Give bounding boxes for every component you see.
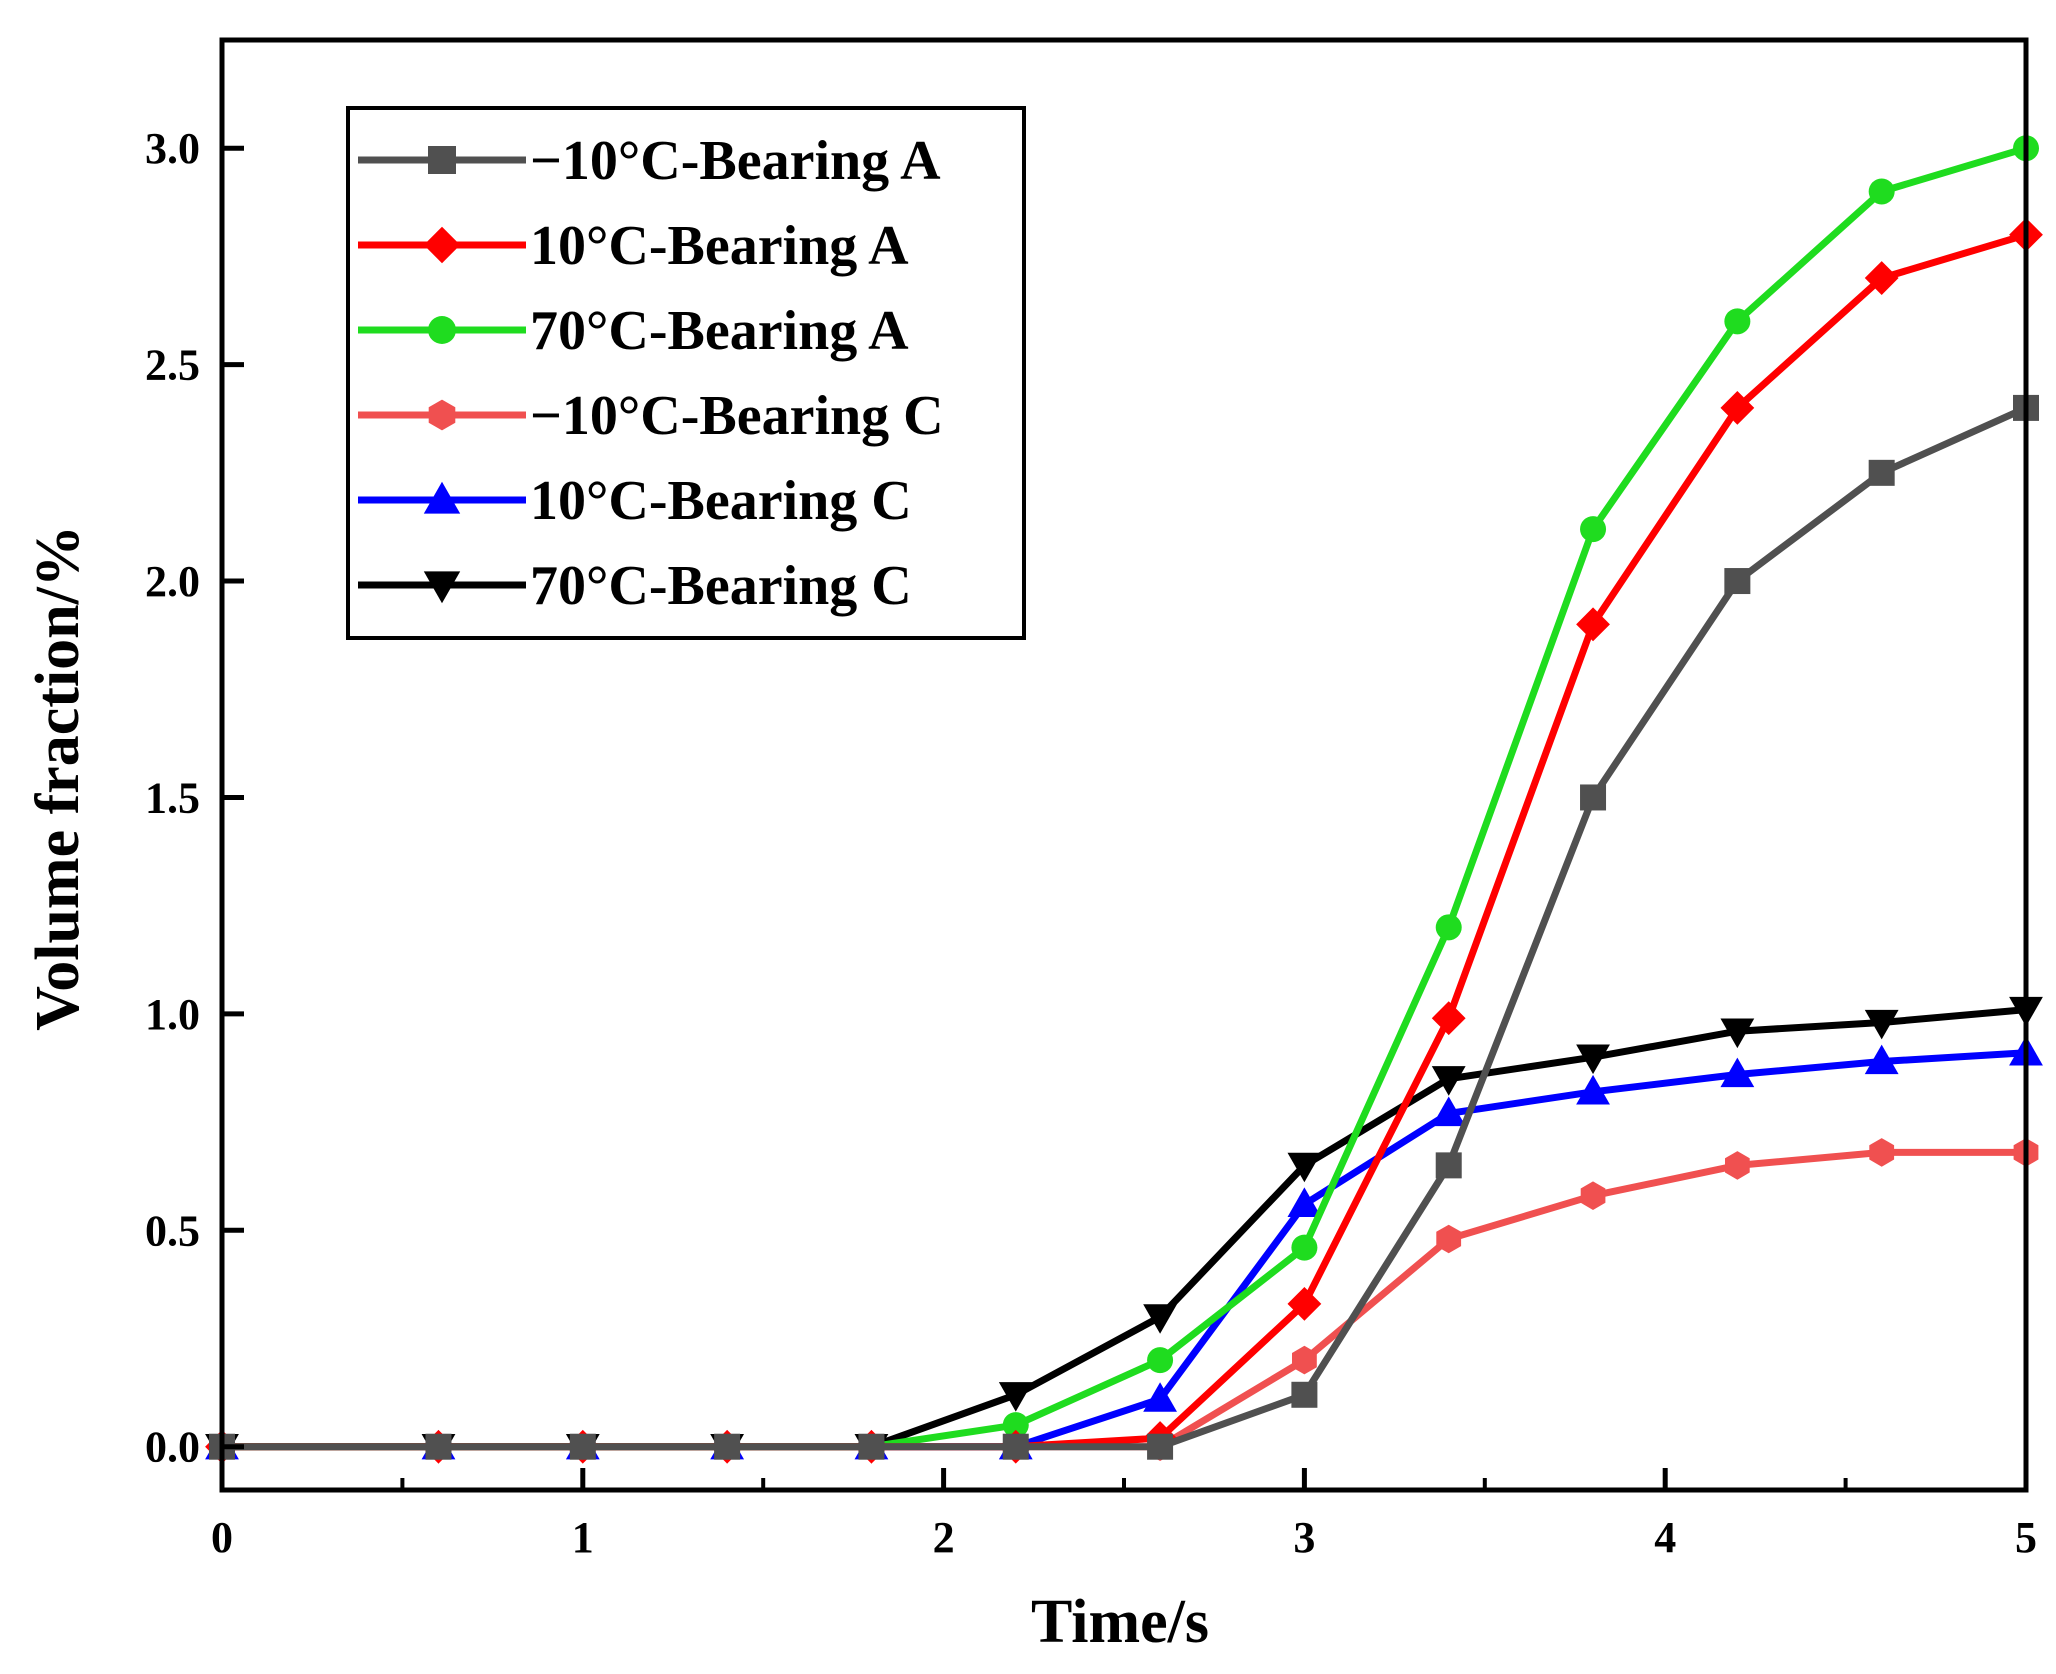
data-point-s6-11 — [1720, 1018, 1755, 1049]
legend-item-5: 10°C-Bearing C — [358, 470, 912, 532]
series-line-4 — [222, 1148, 2026, 1451]
data-point-s1-9 — [1435, 1152, 1462, 1179]
y-tick-label: 0.0 — [145, 1423, 200, 1472]
data-point-s2-12 — [1864, 261, 1899, 295]
legend-label: −10°C-Bearing C — [530, 385, 944, 447]
data-point-s6-8 — [1287, 1152, 1322, 1183]
data-point-s6-12 — [1864, 1009, 1899, 1040]
data-point-s1-5 — [858, 1433, 885, 1460]
x-tick-label: 4 — [1654, 1513, 1676, 1562]
data-point-s2-8 — [1287, 1286, 1322, 1321]
data-point-s5-12 — [1864, 1044, 1899, 1075]
legend-label: 10°C-Bearing A — [530, 215, 909, 277]
data-point-s1-8 — [1291, 1381, 1318, 1408]
legend-marker — [428, 146, 456, 174]
data-point-s6-6 — [998, 1382, 1033, 1412]
data-point-s3-10 — [1580, 516, 1607, 543]
legend-marker — [423, 571, 461, 604]
data-point-s3-8 — [1291, 1234, 1318, 1261]
data-point-s5-8 — [1287, 1187, 1322, 1218]
legend: −10°C-Bearing A 10°C-Bearing A 70°C-Bearin… — [346, 106, 1026, 640]
ticks-layer: 0 1 2 3 4 5 0.0 0.5 1.0 1.5 2.0 2.5 3.0 — [145, 124, 2037, 1562]
data-point-s1-12 — [1868, 459, 1895, 486]
legend-label: 70°C-Bearing C — [530, 555, 912, 617]
x-tick-label: 5 — [2015, 1513, 2037, 1562]
y-tick-label: 3.0 — [145, 124, 200, 173]
legend-label: 10°C-Bearing C — [530, 470, 912, 532]
data-point-s4-11 — [1725, 1151, 1750, 1180]
legend-item-4: −10°C-Bearing C — [358, 385, 944, 447]
data-point-s2-11 — [1720, 391, 1755, 425]
y-tick-label: 1.5 — [145, 773, 200, 822]
legend-marker — [423, 481, 461, 514]
y-axis-title: Volume fraction/% — [24, 525, 92, 1031]
legend-marker — [423, 226, 461, 264]
data-point-s3-7 — [1147, 1347, 1174, 1374]
legend-item-3: 70°C-Bearing A — [358, 300, 909, 362]
x-tick-label: 2 — [933, 1513, 955, 1562]
data-point-s5-11 — [1720, 1057, 1755, 1088]
x-axis-title: Time/s — [1031, 1588, 1209, 1656]
data-point-s1-11 — [1724, 568, 1751, 595]
x-tick-label: 1 — [572, 1513, 594, 1562]
series-line-5 — [222, 1049, 2027, 1451]
data-point-s1-10 — [1580, 784, 1607, 811]
legend-marker — [428, 316, 456, 344]
legend-item-1: −10°C-Bearing A — [358, 130, 941, 192]
x-tick-label: 0 — [211, 1513, 233, 1562]
data-point-s3-12 — [1868, 178, 1895, 205]
data-point-s1-6 — [1002, 1433, 1029, 1460]
data-point-s5-9 — [1431, 1096, 1466, 1127]
series-6 — [205, 996, 2043, 1464]
data-point-s4-12 — [1869, 1138, 1895, 1167]
data-point-s1-4 — [714, 1433, 741, 1460]
data-point-s4-10 — [1580, 1181, 1606, 1210]
data-point-s6-7 — [1143, 1304, 1177, 1334]
series-5 — [205, 1035, 2043, 1460]
data-point-s2-9 — [1431, 1001, 1466, 1036]
legend-label: −10°C-Bearing A — [530, 130, 941, 192]
data-point-s4-9 — [1436, 1224, 1462, 1254]
data-point-s3-11 — [1724, 308, 1751, 335]
data-point-s3-6 — [1002, 1412, 1029, 1439]
y-tick-label: 0.5 — [145, 1206, 200, 1255]
y-tick-label: 1.0 — [145, 990, 200, 1039]
legend-item-2: 10°C-Bearing A — [358, 215, 909, 277]
x-tick-label: 3 — [1293, 1513, 1315, 1562]
legend-item-6: 70°C-Bearing C — [358, 555, 912, 617]
data-point-s5-7 — [1143, 1382, 1177, 1412]
legend-box — [346, 106, 1026, 640]
y-tick-label: 2.5 — [145, 341, 200, 390]
data-point-s4-8 — [1292, 1345, 1317, 1375]
data-point-s6-10 — [1576, 1044, 1610, 1075]
data-point-s2-10 — [1576, 607, 1610, 642]
data-point-s5-10 — [1576, 1074, 1610, 1105]
data-point-s6-9 — [1431, 1066, 1466, 1096]
legend-label: 70°C-Bearing A — [530, 300, 909, 362]
data-point-s3-9 — [1435, 914, 1462, 941]
data-point-s1-3 — [569, 1433, 596, 1460]
data-point-s1-2 — [425, 1433, 452, 1460]
data-point-s1-7 — [1147, 1433, 1174, 1460]
y-tick-label: 2.0 — [145, 557, 200, 606]
legend-marker — [428, 399, 456, 431]
